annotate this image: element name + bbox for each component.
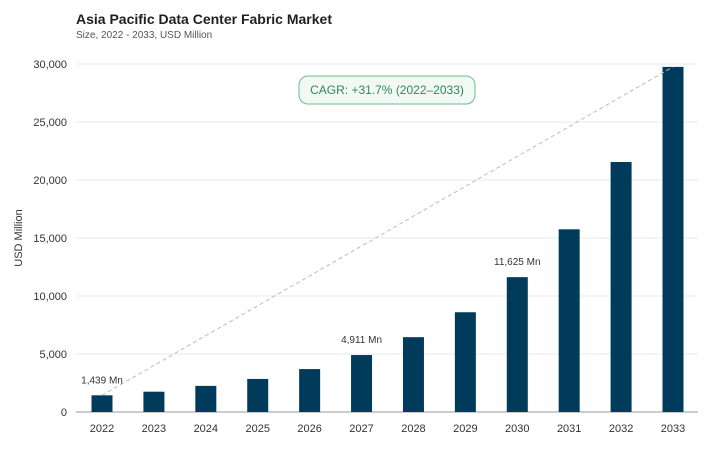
cagr-label: CAGR: +31.7% (2022–2033) — [310, 83, 464, 97]
x-axis-ticks: 2022 2023 2024 2025 2026 2027 2028 2029 2030 2031… — [90, 423, 685, 435]
bar-2028 — [402, 337, 424, 412]
y-tick-label: 30,000 — [33, 59, 67, 71]
cagr-badge — [298, 75, 476, 105]
x-tick-label: 2025 — [245, 423, 269, 435]
bar-2024 — [195, 385, 217, 412]
x-tick-label: 2030 — [505, 423, 529, 435]
cagr-annotation: CAGR: +31.7% (2022–2033) — [298, 75, 476, 105]
y-tick-label: 0 — [61, 407, 67, 419]
x-tick-label: 2024 — [194, 423, 218, 435]
x-tick-label: 2031 — [557, 423, 581, 435]
y-tick-label: 20,000 — [33, 175, 67, 187]
x-tick-label: 2022 — [90, 423, 114, 435]
bars — [91, 66, 684, 413]
data-label: 11,625 Mn — [494, 257, 541, 268]
y-tick-label: 10,000 — [33, 291, 67, 303]
chart-title: Asia Pacific Data Center Fabric Market — [76, 11, 332, 27]
bar-2027 — [351, 355, 373, 412]
data-label: 1,439 Mn — [81, 375, 123, 386]
x-tick-label: 2026 — [297, 423, 321, 435]
bar-2026 — [299, 369, 321, 412]
x-tick-label: 2023 — [142, 423, 166, 435]
bar-2031 — [558, 229, 580, 412]
y-tick-label: 15,000 — [33, 233, 67, 245]
y-tick-label: 5,000 — [39, 349, 67, 361]
x-tick-label: 2028 — [401, 423, 425, 435]
gridlines — [76, 63, 698, 355]
y-axis-label: USD Million — [13, 209, 25, 266]
x-tick-label: 2027 — [349, 423, 373, 435]
bar-2030 — [506, 277, 528, 412]
bar-2022 — [91, 395, 113, 412]
y-tick-label: 25,000 — [33, 117, 67, 129]
y-axis-ticks: 0 5,000 10,000 15,000 20,000 25,000 30,000 — [33, 59, 67, 419]
bar-2029 — [454, 312, 476, 412]
bar-2033 — [662, 66, 684, 413]
x-tick-label: 2029 — [453, 423, 477, 435]
data-labels: 1,439 Mn 4,911 Mn 11,625 Mn — [81, 257, 540, 386]
cagr-trend-line — [101, 66, 674, 396]
data-label: 4,911 Mn — [341, 335, 382, 346]
bar-2025 — [247, 378, 269, 412]
x-tick-label: 2033 — [661, 423, 685, 435]
bar-2032 — [610, 162, 632, 412]
x-tick-label: 2032 — [609, 423, 633, 435]
chart-subtitle: Size, 2022 - 2033, USD Million — [76, 30, 213, 41]
bar-2023 — [143, 391, 165, 412]
